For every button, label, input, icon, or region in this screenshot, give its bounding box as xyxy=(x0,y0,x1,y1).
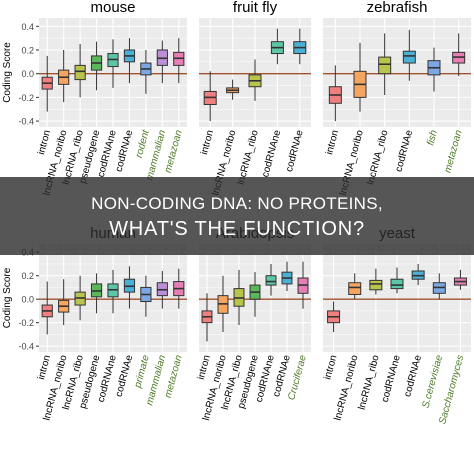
category-label: intron xyxy=(196,354,213,381)
category-label: fish xyxy=(425,129,440,147)
panel-title: mouse xyxy=(90,0,135,16)
box-lncrna-ribo xyxy=(74,64,86,81)
panel-background xyxy=(323,18,471,127)
box-codrnane xyxy=(390,278,404,290)
y-tick-label: 0.4 xyxy=(21,22,34,32)
y-axis-label: Coding Score xyxy=(2,42,13,103)
box-codrnae xyxy=(402,50,416,64)
category-label: rodent xyxy=(134,128,152,159)
category-label: codRNAe xyxy=(402,354,424,399)
category-label: codRNAne xyxy=(260,129,283,179)
chart-panel: intronlncRNA_noribolncRNA_ribopseudogene… xyxy=(2,0,187,197)
box-codrnane xyxy=(265,275,277,286)
category-label: codRNAe xyxy=(284,129,306,174)
panel-title: zebrafish xyxy=(367,0,428,16)
y-axis-label: Coding Score xyxy=(2,267,13,328)
box-lncrna-ribo xyxy=(378,56,392,75)
panel-title: fruit fly xyxy=(233,0,278,16)
title-banner xyxy=(0,177,474,255)
y-tick-label: -0.4 xyxy=(18,342,34,352)
category-label: codRNAe xyxy=(394,129,416,174)
category-label: S.cerevisiae xyxy=(420,354,445,410)
category-label: intron xyxy=(36,354,53,381)
category-label: intron xyxy=(324,129,341,156)
y-tick-label: -0.2 xyxy=(18,93,34,103)
y-tick-label: -0.2 xyxy=(18,318,34,328)
category-label: metazoan xyxy=(443,129,465,175)
category-label: intron xyxy=(199,129,216,156)
y-tick-label: 0.2 xyxy=(21,45,34,55)
box-lncrna-noribo xyxy=(348,282,362,295)
y-tick-label: 0.0 xyxy=(21,295,34,305)
category-label: intron xyxy=(322,354,339,381)
y-tick-label: 0.0 xyxy=(21,69,34,79)
y-tick-label: 0.2 xyxy=(21,271,34,281)
y-tick-label: -0.4 xyxy=(18,117,34,127)
category-label: codRNAne xyxy=(380,354,403,404)
category-label: lncRNA_ribo xyxy=(357,354,382,411)
banner-title-line-2: WHAT'S THE FUNCTION? xyxy=(109,218,365,240)
banner-title-line-1: NON-CODING DNA: NO PROTEINS, xyxy=(91,194,383,213)
chart-panel: intronlncRNA_noribolncRNA_ribopseudogene… xyxy=(2,225,187,422)
box-lncrna-ribo xyxy=(369,279,383,291)
category-label: intron xyxy=(36,129,53,156)
